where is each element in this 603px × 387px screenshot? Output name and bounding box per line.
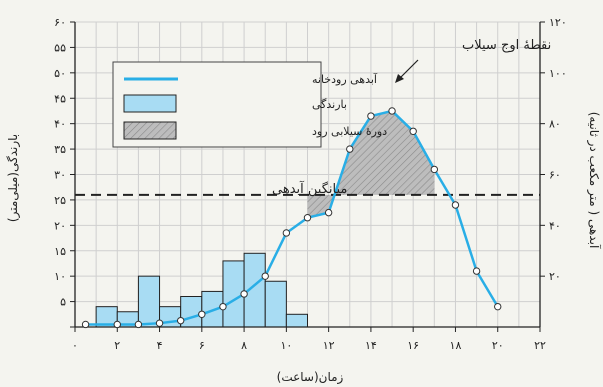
y-right-axis-title: آبدهی ( متر مکعب در ثانیه) [586, 112, 602, 249]
peak-annotation-arrow [397, 59, 419, 81]
y-left-tick-label: ۱۰ [54, 270, 66, 283]
x-tick-label: ۱۴ [365, 339, 377, 352]
x-tick-label: ۲ [114, 339, 120, 352]
discharge-point [219, 302, 227, 311]
y-left-tick-label: ۶۰ [54, 16, 66, 29]
discharge-point [303, 214, 312, 222]
discharge-point [113, 320, 121, 329]
discharge-series [81, 107, 502, 329]
discharge-point [81, 320, 90, 329]
y-right-tick-label: ۴۰ [549, 219, 561, 232]
discharge-point [261, 272, 269, 280]
axes [70, 21, 545, 332]
x-tick-label: ۱۸ [450, 339, 462, 352]
x-tick-label: ۱۲ [323, 339, 335, 352]
discharge-point [367, 112, 375, 120]
legend-hatch-swatch [123, 121, 177, 140]
discharge-point [176, 316, 185, 325]
y-left-tick-label: ۴۵ [54, 92, 66, 105]
peak-annotation-arrowhead [395, 74, 404, 83]
y-left-tick-label: ۳۵ [54, 143, 66, 156]
y-left-tick-label: ۲۰ [54, 219, 66, 232]
legend-label-flood: دورهٔ سیلابی رود [312, 125, 387, 138]
x-tick-label: ۰ [72, 339, 78, 352]
y-right-tick-label: ۶۰ [549, 169, 561, 182]
discharge-point [451, 201, 460, 209]
x-axis-title: زمان(ساعت) [277, 370, 344, 385]
y-left-tick-label: ۵۵ [54, 41, 66, 54]
mean-discharge-label: میانگین آبدهی [272, 180, 347, 197]
discharge-point [155, 319, 164, 327]
discharge-point [388, 107, 396, 115]
discharge-point [494, 302, 502, 311]
x-tick-label: ۴ [157, 339, 163, 352]
y-right-tick-label: ۲۰ [549, 270, 561, 283]
x-tick-label: ۸ [241, 339, 247, 352]
discharge-point [282, 229, 291, 237]
y-left-tick-label: ۱۵ [54, 245, 66, 258]
rainfall-bar [285, 313, 309, 328]
x-tick-label: ۶ [199, 339, 205, 352]
y-left-tick-label: ۲۵ [54, 194, 66, 207]
y-right-tick-label: ۱۲۰ [549, 16, 567, 29]
y-right-tick-label: ۸۰ [549, 118, 561, 131]
x-tick-label: ۱۶ [407, 339, 419, 352]
x-tick-label: ۱۰ [280, 339, 292, 352]
flood-period-hatch [307, 110, 435, 218]
rainfall-bar [137, 275, 161, 328]
rainfall-bar [264, 280, 287, 328]
legend-label-discharge: آبدهی رودخانه [312, 72, 378, 86]
flood-period-area [307, 110, 435, 218]
discharge-point [198, 310, 206, 318]
legend-bar-swatch [123, 94, 177, 113]
legend-label-rainfall: بارندگی [312, 98, 347, 111]
discharge-point [324, 208, 333, 217]
y-left-tick-label: ۵۰ [54, 67, 66, 80]
discharge-point [346, 145, 354, 153]
x-tick-label: ۲۲ [534, 339, 546, 352]
tick-labels: ۰ ۲ ۴ ۶ ۸ ۱۰ ۱۲ ۱۴ ۱۶ ۱۸ ۲۰ ۲۲ ۵ ۱۰ ۱۵ ۲۰ ۲۵ ۳۰ ۳۵ ۴۰ ۴۵ ۵۰ ۵۵… [54, 16, 567, 352]
y-left-tick-label: ۴۰ [54, 118, 66, 131]
y-left-tick-label: ۵ [60, 296, 66, 309]
legend: آبدهی رودخانه بارندگی دورهٔ سیلابی رود [112, 61, 387, 148]
discharge-point [134, 320, 143, 329]
discharge-point [409, 127, 417, 135]
discharge-point [430, 165, 439, 174]
peak-annotation-label: نقطهٔ اوج سیلاب [462, 38, 551, 53]
x-tick-label: ۲۰ [492, 339, 504, 352]
discharge-point [240, 290, 248, 298]
discharge-point [472, 267, 481, 275]
y-left-tick-label: ۳۰ [54, 169, 66, 182]
y-left-axis-title: بارندگی(میلی‌متر) [6, 134, 21, 222]
y-right-tick-label: ۱۰۰ [549, 67, 567, 80]
